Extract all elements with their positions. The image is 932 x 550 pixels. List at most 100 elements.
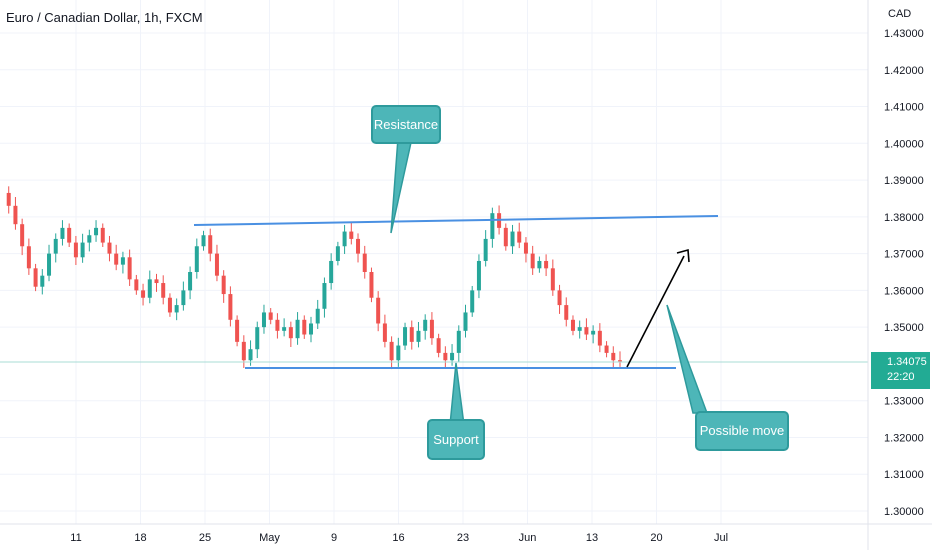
time-tick-label: 23 <box>457 532 469 544</box>
candle-body <box>577 327 582 331</box>
candle-body <box>409 327 414 342</box>
candle-body <box>362 253 367 272</box>
candle-body <box>53 238 58 254</box>
candle-body <box>228 294 233 320</box>
candle-body <box>382 323 387 342</box>
candle-body <box>369 272 374 298</box>
candle-body <box>349 231 354 239</box>
candle-body <box>436 338 441 353</box>
candle-body <box>342 231 347 247</box>
candle-body <box>450 352 455 361</box>
candle-body <box>60 227 65 239</box>
price-tick-label: 1.31000 <box>884 469 924 481</box>
candle-body <box>618 360 622 362</box>
resistance-line[interactable] <box>193 215 719 226</box>
candle-body <box>490 213 495 239</box>
candle-body <box>429 319 434 339</box>
candle-body <box>470 290 475 313</box>
support-pointer <box>449 362 465 426</box>
arrow-head <box>676 248 690 263</box>
candle-body <box>443 352 448 361</box>
candle-body <box>356 238 361 254</box>
candle-body <box>396 345 401 361</box>
candle-body <box>564 305 569 320</box>
candle-body <box>597 330 602 346</box>
candle-body <box>570 319 575 331</box>
resistance-callout[interactable]: Resistance <box>371 105 441 144</box>
price-tick-label: 1.35000 <box>884 322 924 334</box>
candle-body <box>188 272 193 291</box>
currency-label: CAD <box>888 8 912 20</box>
candle-body <box>100 227 105 243</box>
candlestick-series <box>6 186 622 370</box>
candle-body <box>389 341 394 361</box>
candle-body <box>73 242 78 258</box>
candle-body <box>26 246 31 269</box>
possible-move-arrow[interactable] <box>626 255 685 368</box>
support-callout[interactable]: Support <box>427 419 485 460</box>
candle-body <box>141 290 146 298</box>
possible-move-pointer <box>666 304 709 414</box>
time-tick-label: Jun <box>519 532 537 544</box>
candle-body <box>80 242 85 258</box>
candle-body <box>309 323 313 335</box>
candle-body <box>604 345 609 353</box>
candle-body <box>282 327 287 331</box>
candle-body <box>295 319 300 339</box>
price-tick-label: 1.32000 <box>884 432 924 444</box>
price-tick-label: 1.41000 <box>884 102 924 114</box>
candle-body <box>20 224 25 247</box>
time-tick-label: May <box>259 532 280 544</box>
last-price-badge: 1.34075 22:20 <box>871 352 930 389</box>
candle-body <box>181 290 186 306</box>
candle-body <box>261 312 266 328</box>
candle-body <box>476 260 481 291</box>
candle-body <box>161 283 166 298</box>
candle-body <box>510 231 515 247</box>
candle-body <box>114 253 119 265</box>
candle-body <box>167 297 172 313</box>
candle-body <box>302 319 307 335</box>
candle-body <box>544 260 549 269</box>
price-tick-label: 1.36000 <box>884 285 924 297</box>
candle-body <box>214 253 219 276</box>
candle-body <box>221 275 226 295</box>
possible-move-callout[interactable]: Possible move <box>695 411 789 451</box>
candle-body <box>40 275 45 287</box>
candle-body <box>557 290 562 306</box>
price-tick-label: 1.39000 <box>884 175 924 187</box>
time-tick-label: 16 <box>392 532 404 544</box>
candle-body <box>208 235 213 254</box>
candle-body <box>87 235 92 243</box>
resistance-pointer <box>390 137 413 234</box>
candle-body <box>503 227 508 247</box>
last-price-value: 1.34075 <box>887 356 927 368</box>
time-tick-label: 13 <box>586 532 598 544</box>
price-tick-label: 1.38000 <box>884 212 924 224</box>
candle-body <box>315 308 320 324</box>
price-tick-label: 1.43000 <box>884 28 924 40</box>
candle-body <box>174 305 179 313</box>
time-tick-label: 20 <box>650 532 662 544</box>
candle-body <box>463 312 468 331</box>
time-tick-label: 11 <box>70 532 81 544</box>
candle-body <box>403 327 408 346</box>
candle-body <box>483 238 488 261</box>
price-tick-label: 1.42000 <box>884 65 924 77</box>
time-axis[interactable]: 11 18 25 May 9 16 23 Jun 13 20 Jul <box>70 532 728 544</box>
price-axis[interactable]: 1.43000 1.42000 1.41000 1.40000 1.39000 1.380… <box>884 28 924 518</box>
candle-body <box>201 235 206 247</box>
candle-body <box>335 246 340 261</box>
chart-title: Euro / Canadian Dollar, 1h, FXCM <box>6 10 203 25</box>
candle-body <box>275 319 280 331</box>
candle-body <box>255 327 260 350</box>
candle-body <box>537 260 542 269</box>
candle-body <box>456 330 461 353</box>
price-tick-label: 1.33000 <box>884 396 924 408</box>
candle-body <box>530 253 535 269</box>
candle-body <box>235 319 240 342</box>
candle-body <box>268 312 273 320</box>
bar-countdown: 22:20 <box>887 371 915 383</box>
candle-body <box>550 268 555 291</box>
